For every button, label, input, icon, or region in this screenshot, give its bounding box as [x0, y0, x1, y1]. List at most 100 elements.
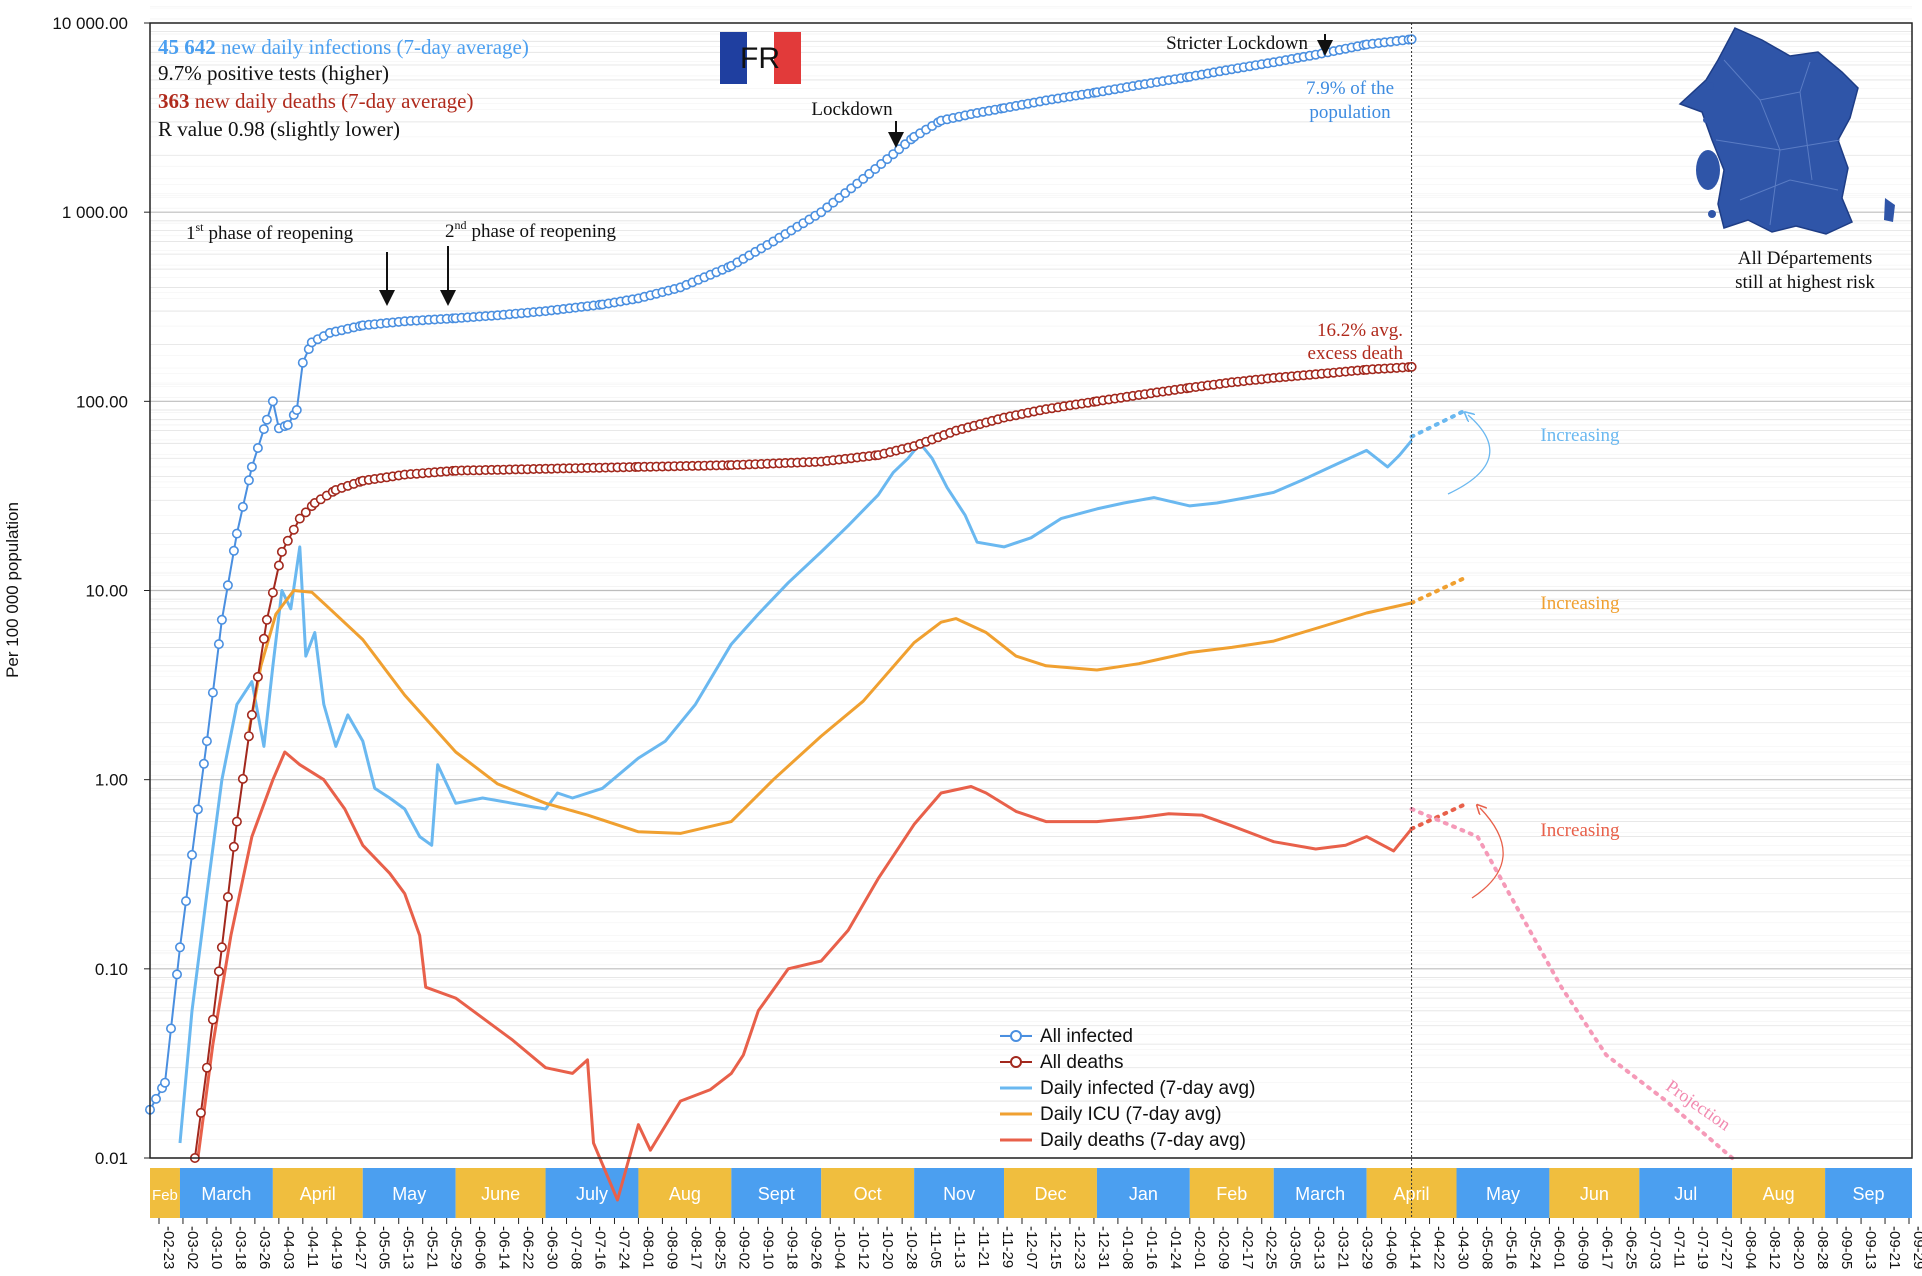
y-tick-label: 0.10 [95, 960, 128, 979]
series-marker [261, 614, 272, 625]
annotation-reopening-1: 1st phase of reopening [186, 220, 395, 306]
month-label: June [481, 1184, 520, 1204]
deaths-text: new daily deaths (7-day average) [195, 89, 474, 113]
month-cell [1639, 1168, 1733, 1218]
projection-line [1409, 409, 1465, 439]
series-marker [300, 507, 311, 518]
series-marker [222, 891, 233, 902]
excess-death-note-2: excess death [1308, 343, 1404, 364]
series-marker [201, 1062, 212, 1073]
x-tick-label: -09-21 [1886, 1226, 1903, 1269]
x-tick-label: -10-20 [879, 1226, 896, 1269]
series-marker [294, 513, 305, 524]
summary-r-value: R value 0.98 (slightly lower) [158, 117, 400, 141]
series-marker [246, 461, 257, 472]
series-marker [276, 546, 287, 557]
series-marker [237, 773, 248, 784]
x-tick-label: -07-27 [1718, 1226, 1735, 1269]
y-tick-label: 100.00 [76, 392, 128, 411]
x-tick-label: -07-08 [568, 1226, 585, 1269]
month-label: Oct [854, 1184, 882, 1204]
reopening-2-label: 2nd phase of reopening [445, 218, 617, 242]
x-tick-label: -08-04 [1742, 1226, 1759, 1269]
x-tick-label: -02-25 [1263, 1226, 1280, 1269]
flag-label: FR [740, 42, 780, 75]
month-label: Sept [758, 1184, 795, 1204]
legend-item: All deaths [1000, 1052, 1123, 1073]
x-tick-label: -06-14 [496, 1226, 513, 1269]
x-axis-ticks: -02-23 -03-02 -03-10 -03-18 -03-26 -04-03 -04-… [158, 1218, 1922, 1269]
series-marker [207, 1014, 218, 1025]
x-tick-label: -09-29 [1910, 1226, 1922, 1269]
projections [1409, 409, 1735, 1160]
month-label: Jul [1674, 1184, 1697, 1204]
series-marker [231, 816, 242, 827]
x-tick-label: -01-24 [1167, 1226, 1184, 1269]
x-tick-label: -07-11 [1670, 1226, 1687, 1268]
x-tick-label: -12-07 [1023, 1226, 1040, 1269]
month-cell [362, 1168, 456, 1218]
projection-line [1409, 803, 1465, 831]
legend: All infected All deaths Daily infected (7-… [1000, 1026, 1255, 1151]
x-tick-label: -04-11 [304, 1226, 321, 1268]
reopening-2-number: 2 [445, 221, 455, 242]
summary-infections: 45 642 new daily infections (7-day avera… [158, 35, 529, 59]
x-tick-label: -08-09 [663, 1226, 680, 1269]
x-tick-label: -06-06 [472, 1226, 489, 1269]
legend-label: Daily deaths (7-day avg) [1040, 1130, 1246, 1151]
x-tick-label: -06-17 [1598, 1226, 1615, 1269]
y-tick-label: 10 000.00 [52, 14, 128, 33]
plot-frame [149, 22, 1913, 1159]
series-marker [252, 442, 263, 453]
series-marker [261, 414, 272, 425]
x-tick-label: -02-23 [160, 1226, 177, 1269]
series-marker [228, 841, 239, 852]
legend-label: Daily ICU (7-day avg) [1040, 1104, 1222, 1125]
x-tick-label: -06-25 [1622, 1226, 1639, 1269]
series-marker [237, 501, 248, 512]
series-marker [216, 942, 227, 953]
x-tick-label: -03-29 [1359, 1226, 1376, 1269]
month-label: Sep [1853, 1184, 1885, 1204]
legend-item: All infected [1000, 1026, 1133, 1047]
x-tick-label: -03-13 [1311, 1226, 1328, 1269]
x-tick-label: -03-18 [232, 1226, 249, 1269]
y-tick-label: 10.00 [85, 582, 128, 601]
x-tick-label: -07-16 [592, 1226, 609, 1269]
series-marker [198, 758, 209, 769]
month-cell [1004, 1168, 1097, 1218]
series-marker [291, 404, 302, 415]
legend-item: Daily deaths (7-day avg) [1000, 1130, 1246, 1151]
series-marker [297, 357, 308, 368]
x-tick-label: -04-03 [280, 1226, 297, 1269]
month-label: Feb [152, 1187, 178, 1204]
month-label: Dec [1034, 1184, 1066, 1204]
series-line [196, 750, 1413, 1202]
x-tick-label: -05-16 [1502, 1226, 1519, 1269]
x-tick-label: -09-05 [1838, 1226, 1855, 1269]
series-marker [282, 535, 293, 546]
series-marker [222, 580, 233, 591]
stricter-lockdown-label: Stricter Lockdown [1166, 33, 1308, 54]
increasing-deaths-arrow [1471, 808, 1504, 899]
month-label: Jun [1580, 1184, 1609, 1204]
month-cell [1456, 1168, 1550, 1218]
x-tick-label: -08-25 [711, 1226, 728, 1269]
series-marker [216, 614, 227, 625]
x-tick-label: -09-26 [807, 1226, 824, 1269]
series-marker [267, 396, 278, 407]
x-tick-label: -04-27 [352, 1226, 369, 1269]
series-marker [258, 633, 269, 644]
month-cell [455, 1168, 546, 1218]
x-tick-label: -07-03 [1646, 1226, 1663, 1269]
projection-line [1409, 807, 1735, 1160]
x-tick-label: -05-08 [1478, 1226, 1495, 1269]
infections-text: new daily infections (7-day average) [221, 35, 529, 59]
reopening-1-number: 1 [186, 223, 196, 244]
projection-label: Projection [1662, 1076, 1734, 1135]
month-label: May [1486, 1184, 1520, 1204]
x-tick-label: -06-09 [1574, 1226, 1591, 1269]
legend-label: All infected [1040, 1026, 1133, 1047]
x-tick-label: -06-30 [544, 1226, 561, 1269]
